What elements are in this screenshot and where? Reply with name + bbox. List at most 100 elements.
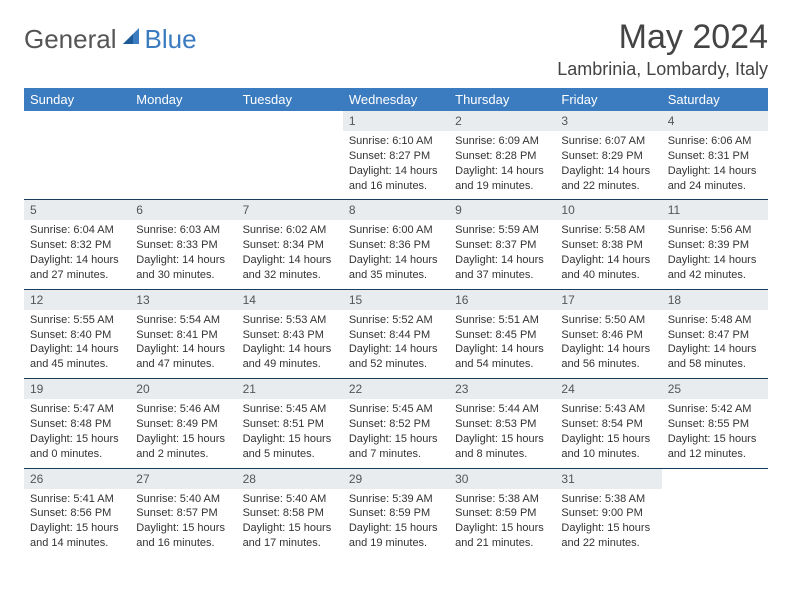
sunrise-text: Sunrise: 5:51 AM: [455, 313, 549, 328]
sunset-text: Sunset: 8:41 PM: [136, 328, 230, 343]
daylight-text: Daylight: 14 hours and 19 minutes.: [455, 164, 549, 194]
calendar-day-cell: 3Sunrise: 6:07 AMSunset: 8:29 PMDaylight…: [555, 111, 661, 200]
daylight-text: Daylight: 14 hours and 54 minutes.: [455, 342, 549, 372]
page-header: General Blue May 2024 Lambrinia, Lombard…: [24, 18, 768, 80]
calendar-day-cell: 27Sunrise: 5:40 AMSunset: 8:57 PMDayligh…: [130, 468, 236, 557]
calendar-week-row: 19Sunrise: 5:47 AMSunset: 8:48 PMDayligh…: [24, 379, 768, 468]
sunrise-text: Sunrise: 6:04 AM: [30, 223, 124, 238]
daylight-text: Daylight: 14 hours and 45 minutes.: [30, 342, 124, 372]
sunrise-text: Sunrise: 5:48 AM: [668, 313, 762, 328]
day-number: [130, 111, 236, 129]
logo-sail-icon: [121, 26, 143, 53]
daylight-text: Daylight: 15 hours and 2 minutes.: [136, 432, 230, 462]
calendar-day-cell: 29Sunrise: 5:39 AMSunset: 8:59 PMDayligh…: [343, 468, 449, 557]
sunrise-text: Sunrise: 5:56 AM: [668, 223, 762, 238]
sunset-text: Sunset: 8:48 PM: [30, 417, 124, 432]
calendar-day-cell: 11Sunrise: 5:56 AMSunset: 8:39 PMDayligh…: [662, 200, 768, 289]
sunrise-text: Sunrise: 5:58 AM: [561, 223, 655, 238]
day-content: Sunrise: 5:48 AMSunset: 8:47 PMDaylight:…: [662, 310, 768, 378]
day-content: Sunrise: 5:58 AMSunset: 8:38 PMDaylight:…: [555, 220, 661, 288]
sunset-text: Sunset: 8:55 PM: [668, 417, 762, 432]
day-number: 1: [343, 111, 449, 131]
sunset-text: Sunset: 8:59 PM: [455, 506, 549, 521]
sunset-text: Sunset: 8:54 PM: [561, 417, 655, 432]
sunset-text: Sunset: 8:44 PM: [349, 328, 443, 343]
daylight-text: Daylight: 14 hours and 42 minutes.: [668, 253, 762, 283]
day-number: 20: [130, 379, 236, 399]
sunrise-text: Sunrise: 6:09 AM: [455, 134, 549, 149]
day-number: 3: [555, 111, 661, 131]
daylight-text: Daylight: 15 hours and 19 minutes.: [349, 521, 443, 551]
weekday-header: Wednesday: [343, 88, 449, 111]
day-content: Sunrise: 5:54 AMSunset: 8:41 PMDaylight:…: [130, 310, 236, 378]
calendar-day-cell: 16 Sunrise: 5:51 AMSunset: 8:45 PMDayligh…: [449, 289, 555, 378]
daylight-text: Daylight: 15 hours and 0 minutes.: [30, 432, 124, 462]
day-content: Sunrise: 5:46 AMSunset: 8:49 PMDaylight:…: [130, 399, 236, 467]
day-content: Sunrise: 6:03 AMSunset: 8:33 PMDaylight:…: [130, 220, 236, 288]
sunset-text: Sunset: 8:40 PM: [30, 328, 124, 343]
calendar-day-cell: 19Sunrise: 5:47 AMSunset: 8:48 PMDayligh…: [24, 379, 130, 468]
calendar-day-cell: 26Sunrise: 5:41 AMSunset: 8:56 PMDayligh…: [24, 468, 130, 557]
sunset-text: Sunset: 8:51 PM: [243, 417, 337, 432]
sunset-text: Sunset: 8:31 PM: [668, 149, 762, 164]
calendar-table: Sunday Monday Tuesday Wednesday Thursday…: [24, 88, 768, 557]
sunrise-text: Sunrise: 6:07 AM: [561, 134, 655, 149]
calendar-day-cell: 7Sunrise: 6:02 AMSunset: 8:34 PMDaylight…: [237, 200, 343, 289]
day-number: 25: [662, 379, 768, 399]
day-content: [24, 129, 130, 138]
sunrise-text: Sunrise: 5:41 AM: [30, 492, 124, 507]
sunset-text: Sunset: 8:43 PM: [243, 328, 337, 343]
daylight-text: Daylight: 14 hours and 58 minutes.: [668, 342, 762, 372]
daylight-text: Daylight: 15 hours and 5 minutes.: [243, 432, 337, 462]
day-number: 6: [130, 200, 236, 220]
day-number: 15: [343, 290, 449, 310]
month-title: May 2024: [557, 18, 768, 57]
calendar-day-cell: 4Sunrise: 6:06 AMSunset: 8:31 PMDaylight…: [662, 111, 768, 200]
calendar-week-row: 12Sunrise: 5:55 AMSunset: 8:40 PMDayligh…: [24, 289, 768, 378]
calendar-day-cell: 21Sunrise: 5:45 AMSunset: 8:51 PMDayligh…: [237, 379, 343, 468]
day-number: 26: [24, 469, 130, 489]
day-number: 28: [237, 469, 343, 489]
day-number: 16: [449, 290, 555, 310]
title-block: May 2024 Lambrinia, Lombardy, Italy: [557, 18, 768, 80]
daylight-text: Daylight: 14 hours and 22 minutes.: [561, 164, 655, 194]
day-number: [662, 469, 768, 487]
daylight-text: Daylight: 15 hours and 8 minutes.: [455, 432, 549, 462]
calendar-day-cell: [662, 468, 768, 557]
day-number: 12: [24, 290, 130, 310]
calendar-day-cell: 23Sunrise: 5:44 AMSunset: 8:53 PMDayligh…: [449, 379, 555, 468]
location-text: Lambrinia, Lombardy, Italy: [557, 59, 768, 80]
calendar-day-cell: 15Sunrise: 5:52 AMSunset: 8:44 PMDayligh…: [343, 289, 449, 378]
sunset-text: Sunset: 8:47 PM: [668, 328, 762, 343]
day-content: [662, 487, 768, 496]
day-number: 13: [130, 290, 236, 310]
calendar-day-cell: 6Sunrise: 6:03 AMSunset: 8:33 PMDaylight…: [130, 200, 236, 289]
sunrise-text: Sunrise: 5:59 AM: [455, 223, 549, 238]
sunrise-text: Sunrise: 5:45 AM: [349, 402, 443, 417]
day-content: Sunrise: 6:04 AMSunset: 8:32 PMDaylight:…: [24, 220, 130, 288]
calendar-week-row: 26Sunrise: 5:41 AMSunset: 8:56 PMDayligh…: [24, 468, 768, 557]
sunrise-text: Sunrise: 6:03 AM: [136, 223, 230, 238]
sunrise-text: Sunrise: 5:38 AM: [561, 492, 655, 507]
sunrise-text: Sunrise: 5:54 AM: [136, 313, 230, 328]
daylight-text: Daylight: 14 hours and 32 minutes.: [243, 253, 337, 283]
calendar-day-cell: 5Sunrise: 6:04 AMSunset: 8:32 PMDaylight…: [24, 200, 130, 289]
daylight-text: Daylight: 15 hours and 17 minutes.: [243, 521, 337, 551]
calendar-day-cell: 14Sunrise: 5:53 AMSunset: 8:43 PMDayligh…: [237, 289, 343, 378]
day-content: Sunrise: 6:09 AMSunset: 8:28 PMDaylight:…: [449, 131, 555, 199]
day-number: 5: [24, 200, 130, 220]
sunrise-text: Sunrise: 5:42 AM: [668, 402, 762, 417]
sunset-text: Sunset: 8:45 PM: [455, 328, 549, 343]
daylight-text: Daylight: 15 hours and 22 minutes.: [561, 521, 655, 551]
daylight-text: Daylight: 15 hours and 21 minutes.: [455, 521, 549, 551]
day-content: Sunrise: 5:53 AMSunset: 8:43 PMDaylight:…: [237, 310, 343, 378]
sunrise-text: Sunrise: 5:52 AM: [349, 313, 443, 328]
day-number: 19: [24, 379, 130, 399]
logo-text-part2: Blue: [145, 24, 197, 55]
sunset-text: Sunset: 8:33 PM: [136, 238, 230, 253]
sunset-text: Sunset: 8:58 PM: [243, 506, 337, 521]
day-content: Sunrise: 5:41 AMSunset: 8:56 PMDaylight:…: [24, 489, 130, 557]
day-number: 21: [237, 379, 343, 399]
day-number: 17: [555, 290, 661, 310]
weekday-header: Sunday: [24, 88, 130, 111]
